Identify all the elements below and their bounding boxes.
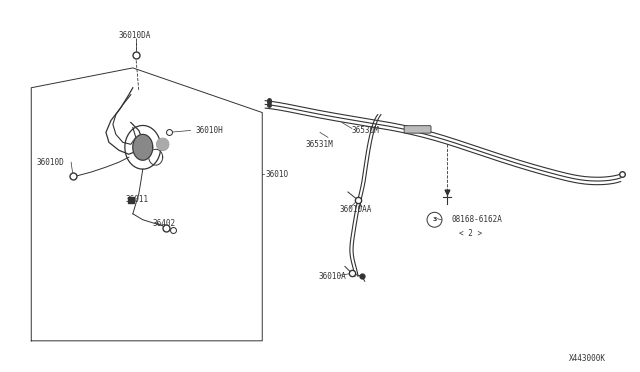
Polygon shape bbox=[133, 134, 153, 160]
Text: 36010A: 36010A bbox=[318, 272, 346, 281]
Text: < 2 >: < 2 > bbox=[460, 229, 483, 238]
Text: 3: 3 bbox=[432, 217, 436, 222]
Text: 36531M: 36531M bbox=[305, 140, 333, 149]
Polygon shape bbox=[157, 138, 169, 150]
Text: X443000K: X443000K bbox=[569, 354, 606, 363]
Text: 36530M: 36530M bbox=[352, 126, 380, 135]
Text: 36010AA: 36010AA bbox=[340, 205, 372, 214]
Text: 08168-6162A: 08168-6162A bbox=[451, 215, 502, 224]
Text: 36010H: 36010H bbox=[196, 126, 223, 135]
Text: 3601O: 3601O bbox=[265, 170, 289, 179]
Text: 36011: 36011 bbox=[126, 195, 149, 204]
Text: 36402: 36402 bbox=[153, 219, 176, 228]
Text: 36010DA: 36010DA bbox=[119, 31, 151, 40]
FancyBboxPatch shape bbox=[404, 126, 431, 133]
Text: 36010D: 36010D bbox=[36, 158, 64, 167]
